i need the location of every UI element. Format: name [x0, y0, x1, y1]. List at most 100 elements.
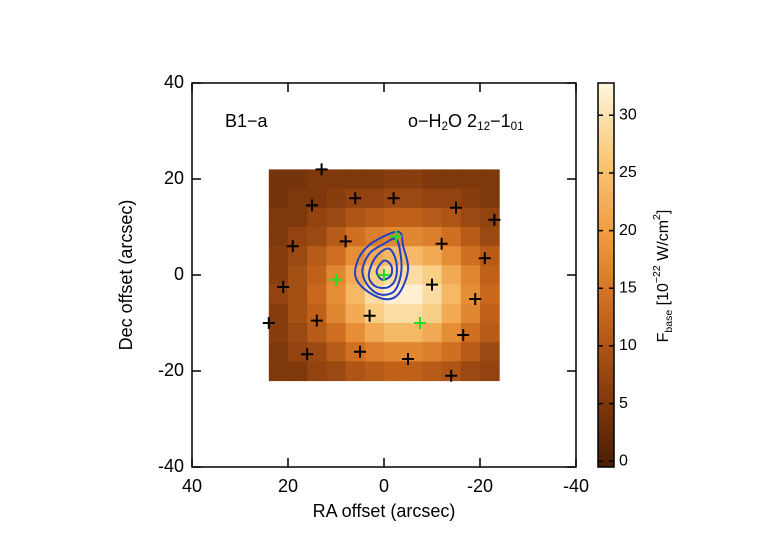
heat-cell: [326, 361, 347, 382]
heat-cell: [307, 207, 327, 228]
heat-cell: [422, 169, 443, 190]
heat-cell: [345, 169, 366, 190]
position-marker: [277, 281, 290, 293]
contour: [367, 247, 398, 290]
heat-cell: [307, 361, 327, 382]
heat-cell: [422, 207, 443, 228]
heat-cell: [326, 303, 347, 324]
heat-cell: [326, 323, 347, 343]
y-axis-label: Dec offset (arcsec): [116, 200, 136, 351]
position-marker: [310, 314, 323, 327]
y-tick-label: 20: [164, 168, 184, 188]
heat-cell: [268, 188, 289, 209]
heat-cell: [288, 227, 308, 247]
line-label-part: −1: [490, 111, 511, 131]
position-marker: [469, 293, 482, 305]
heat-cell: [480, 342, 500, 362]
colorbar-tick-label: 10: [619, 337, 637, 354]
heat-cell: [384, 323, 404, 343]
heat-cell: [403, 284, 423, 305]
heat-cell: [441, 284, 462, 305]
line-label-part: 2: [442, 120, 449, 133]
heat-cell: [288, 188, 308, 209]
heat-cell: [268, 361, 289, 382]
x-axis-label: RA offset (arcsec): [313, 501, 456, 521]
heat-cell: [460, 361, 481, 382]
heat-cell: [268, 265, 289, 286]
x-tick-label: 40: [182, 476, 202, 496]
colorbar-tick-label: 15: [619, 279, 637, 296]
heat-cell: [422, 323, 443, 343]
heat-cell: [441, 342, 462, 362]
heat-cell: [345, 246, 366, 266]
heat-cell: [307, 169, 327, 190]
colorbar-label-part: base: [663, 310, 675, 333]
heat-cell: [307, 246, 327, 266]
colorbar-label-part: W/cm: [655, 220, 672, 265]
heat-cell: [364, 246, 385, 266]
heat-cell: [345, 303, 366, 324]
heat-cell: [422, 284, 443, 305]
heat-cell: [441, 227, 462, 247]
heat-cell: [422, 246, 443, 266]
position-marker: [390, 230, 402, 243]
heat-cell: [345, 227, 366, 247]
heat-cell: [288, 342, 308, 362]
heat-cell: [480, 227, 500, 247]
heat-cell: [422, 303, 443, 324]
position-marker: [262, 317, 275, 329]
heat-cell: [422, 265, 443, 286]
heat-cell: [288, 265, 308, 286]
heat-cell: [441, 169, 462, 190]
heat-cell: [403, 361, 423, 382]
heat-cell: [441, 323, 462, 343]
contour: [375, 259, 394, 281]
position-marker: [330, 273, 342, 286]
heat-cell: [460, 323, 481, 343]
heat-cell: [268, 323, 289, 343]
heat-cell: [441, 207, 462, 228]
heat-cell: [441, 188, 462, 209]
heat-cell: [307, 284, 327, 305]
y-tick-label: 0: [174, 264, 184, 284]
heat-cell: [480, 323, 500, 343]
heat-cell: [480, 361, 500, 382]
position-marker: [414, 317, 426, 329]
position-marker: [387, 192, 400, 205]
heat-cell: [364, 342, 385, 362]
colorbar-tick-label: 30: [619, 107, 637, 124]
heat-cell: [441, 246, 462, 266]
heat-cell: [364, 361, 385, 382]
x-tick-label: 20: [278, 476, 298, 496]
line-label-part: 01: [511, 120, 524, 133]
heat-cell: [268, 246, 289, 266]
heat-cell: [384, 207, 404, 228]
heat-cell: [326, 169, 347, 190]
source-label: B1−a: [225, 111, 269, 131]
heat-cell: [288, 246, 308, 266]
x-tick-label: -40: [563, 476, 589, 496]
heat-cell: [288, 169, 308, 190]
heat-cell: [307, 227, 327, 247]
heat-cell: [345, 323, 366, 343]
heat-cell: [460, 303, 481, 324]
colorbar-label-part: [10: [655, 283, 672, 310]
position-marker: [339, 235, 352, 248]
heat-cell: [403, 227, 423, 247]
heat-cell: [307, 323, 327, 343]
position-marker: [426, 278, 438, 291]
heat-cell: [288, 284, 308, 305]
heat-cell: [480, 207, 500, 228]
heat-cell: [364, 169, 385, 190]
x-tick-label: 0: [379, 476, 389, 496]
heat-cell: [384, 361, 404, 382]
colorbar: [597, 82, 615, 468]
position-marker: [488, 213, 501, 226]
heat-cell: [460, 265, 481, 286]
heat-cell: [441, 265, 462, 286]
position-marker: [378, 269, 390, 281]
colorbar-tick-label: 25: [619, 164, 637, 181]
heat-cell: [307, 265, 327, 286]
heat-cell: [288, 207, 308, 228]
